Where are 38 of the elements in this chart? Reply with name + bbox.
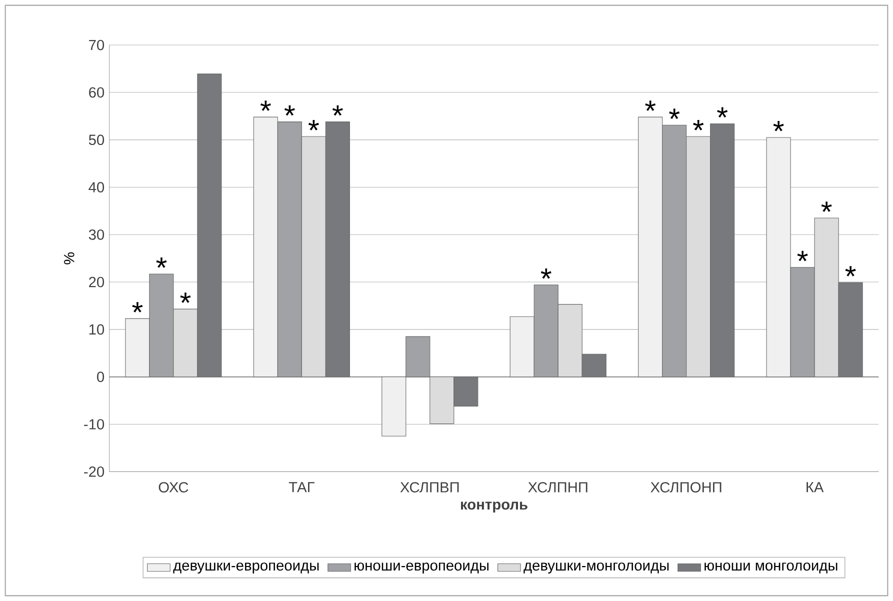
y-tick-label: -10 xyxy=(84,419,104,430)
y-tick-label: 0 xyxy=(97,372,104,382)
data-label: * xyxy=(645,100,656,111)
y-tick-label: 20 xyxy=(89,276,104,288)
x-tick-label: ОХС xyxy=(158,482,188,492)
data-label: * xyxy=(845,266,856,276)
data-label: * xyxy=(180,292,191,303)
data-label: * xyxy=(156,258,167,268)
y-tick-label: 60 xyxy=(89,87,104,98)
data-label: * xyxy=(821,202,832,212)
y-axis-title: % xyxy=(64,252,74,264)
data-label: * xyxy=(284,105,295,116)
data-label: * xyxy=(693,120,704,130)
y-tick-label: -20 xyxy=(84,466,104,477)
y-tick-label: 50 xyxy=(88,134,104,146)
legend-label: девушки-европеоиды xyxy=(173,562,319,574)
y-tick-label: 10 xyxy=(89,324,104,335)
data-label: * xyxy=(308,120,319,130)
data-label: * xyxy=(717,107,728,118)
data-label: * xyxy=(773,121,784,132)
data-label: * xyxy=(669,108,680,119)
x-tick-label: ХСЛПОНП xyxy=(650,482,722,492)
y-tick-label: 40 xyxy=(88,182,104,192)
x-tick-label: ХСЛПВП xyxy=(400,482,459,492)
x-axis-title: контроль xyxy=(461,502,528,513)
legend-label: юноши монголоиды xyxy=(704,562,838,574)
legend-label: юноши-европеоиды xyxy=(354,562,488,574)
data-label: * xyxy=(260,100,271,111)
x-tick-label: ТАГ xyxy=(288,482,315,492)
data-label: * xyxy=(132,302,143,312)
x-tick-label: КА xyxy=(806,482,824,492)
x-tick-label: ХСЛПНП xyxy=(528,482,588,492)
legend-label: девушки-монголоиды xyxy=(524,562,669,574)
data-label: * xyxy=(797,250,808,262)
y-tick-label: 70 xyxy=(89,40,104,50)
y-tick-label: 30 xyxy=(88,229,104,240)
data-label: * xyxy=(332,105,343,116)
data-label: * xyxy=(540,268,552,279)
